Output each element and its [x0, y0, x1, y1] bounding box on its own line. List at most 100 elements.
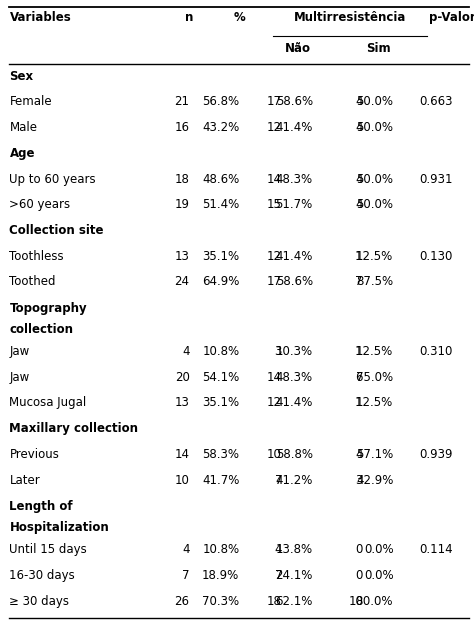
Text: 41.7%: 41.7%	[202, 474, 239, 487]
Text: Female: Female	[9, 95, 52, 108]
Text: 7: 7	[274, 474, 282, 487]
Text: Up to 60 years: Up to 60 years	[9, 173, 96, 186]
Text: Topography: Topography	[9, 302, 87, 315]
Text: 48.3%: 48.3%	[276, 371, 313, 384]
Text: 4: 4	[274, 543, 282, 556]
Text: Collection site: Collection site	[9, 224, 104, 237]
Text: 21: 21	[174, 95, 190, 108]
Text: 58.8%: 58.8%	[276, 448, 313, 461]
Text: 57.1%: 57.1%	[356, 448, 393, 461]
Text: 10.8%: 10.8%	[202, 543, 239, 556]
Text: 58.6%: 58.6%	[276, 95, 313, 108]
Text: Until 15 days: Until 15 days	[9, 543, 87, 556]
Text: 48.6%: 48.6%	[202, 173, 239, 186]
Text: 0.114: 0.114	[419, 543, 453, 556]
Text: Multirresistência: Multirresistência	[293, 11, 406, 24]
Text: 87.5%: 87.5%	[356, 276, 393, 289]
Text: Não: Não	[284, 42, 310, 55]
Text: 1: 1	[355, 250, 363, 263]
Text: 35.1%: 35.1%	[202, 250, 239, 263]
Text: 18.9%: 18.9%	[202, 569, 239, 582]
Text: 7: 7	[355, 276, 363, 289]
Text: 70.3%: 70.3%	[202, 595, 239, 608]
Text: 13.8%: 13.8%	[276, 543, 313, 556]
Text: 50.0%: 50.0%	[356, 173, 393, 186]
Text: 4: 4	[182, 543, 190, 556]
Text: 100.0%: 100.0%	[349, 595, 393, 608]
Text: 16: 16	[174, 121, 190, 134]
Text: 16-30 days: 16-30 days	[9, 569, 75, 582]
Text: 10: 10	[267, 448, 282, 461]
Text: 50.0%: 50.0%	[356, 95, 393, 108]
Text: 1: 1	[355, 396, 363, 409]
Text: 54.1%: 54.1%	[202, 371, 239, 384]
Text: 17: 17	[267, 95, 282, 108]
Text: 18: 18	[267, 595, 282, 608]
Text: 10.3%: 10.3%	[276, 345, 313, 358]
Text: 64.9%: 64.9%	[202, 276, 239, 289]
Text: 41.4%: 41.4%	[275, 250, 313, 263]
Text: 12: 12	[267, 250, 282, 263]
Text: 4: 4	[355, 448, 363, 461]
Text: 4: 4	[355, 173, 363, 186]
Text: 13: 13	[175, 250, 190, 263]
Text: Sex: Sex	[9, 70, 34, 83]
Text: Maxillary collection: Maxillary collection	[9, 422, 138, 435]
Text: 7: 7	[182, 569, 190, 582]
Text: 6: 6	[355, 371, 363, 384]
Text: 12.5%: 12.5%	[356, 396, 393, 409]
Text: 4: 4	[355, 95, 363, 108]
Text: n: n	[185, 11, 194, 24]
Text: 0.663: 0.663	[419, 95, 453, 108]
Text: Later: Later	[9, 474, 40, 487]
Text: 10: 10	[175, 474, 190, 487]
Text: 0.0%: 0.0%	[364, 543, 393, 556]
Text: ≥ 30 days: ≥ 30 days	[9, 595, 70, 608]
Text: Length of: Length of	[9, 501, 73, 514]
Text: 26: 26	[174, 595, 190, 608]
Text: Variables: Variables	[9, 11, 71, 24]
Text: 15: 15	[267, 198, 282, 211]
Text: 17: 17	[267, 276, 282, 289]
Text: 50.0%: 50.0%	[356, 198, 393, 211]
Text: 1: 1	[355, 345, 363, 358]
Text: 0.939: 0.939	[419, 448, 453, 461]
Text: Age: Age	[9, 147, 35, 160]
Text: 12.5%: 12.5%	[356, 345, 393, 358]
Text: 58.3%: 58.3%	[202, 448, 239, 461]
Text: 75.0%: 75.0%	[356, 371, 393, 384]
Text: 8: 8	[355, 595, 363, 608]
Text: 4: 4	[182, 345, 190, 358]
Text: 7: 7	[274, 569, 282, 582]
Text: 0.0%: 0.0%	[364, 569, 393, 582]
Text: 0.130: 0.130	[419, 250, 453, 263]
Text: 0: 0	[355, 543, 363, 556]
Text: 24: 24	[174, 276, 190, 289]
Text: 3: 3	[274, 345, 282, 358]
Text: Toothless: Toothless	[9, 250, 64, 263]
Text: >60 years: >60 years	[9, 198, 71, 211]
Text: 14: 14	[267, 371, 282, 384]
Text: 41.4%: 41.4%	[275, 396, 313, 409]
Text: 19: 19	[174, 198, 190, 211]
Text: 18: 18	[175, 173, 190, 186]
Text: 58.6%: 58.6%	[276, 276, 313, 289]
Text: 12.5%: 12.5%	[356, 250, 393, 263]
Text: 43.2%: 43.2%	[202, 121, 239, 134]
Text: 12: 12	[267, 121, 282, 134]
Text: 24.1%: 24.1%	[275, 569, 313, 582]
Text: 13: 13	[175, 396, 190, 409]
Text: Toothed: Toothed	[9, 276, 56, 289]
Text: Jaw: Jaw	[9, 371, 30, 384]
Text: Male: Male	[9, 121, 37, 134]
Text: Previous: Previous	[9, 448, 59, 461]
Text: Jaw: Jaw	[9, 345, 30, 358]
Text: 20: 20	[175, 371, 190, 384]
Text: collection: collection	[9, 323, 73, 336]
Text: 41.2%: 41.2%	[275, 474, 313, 487]
Text: Hospitalization: Hospitalization	[9, 521, 109, 534]
Text: 56.8%: 56.8%	[202, 95, 239, 108]
Text: 14: 14	[267, 173, 282, 186]
Text: 3: 3	[355, 474, 363, 487]
Text: 4: 4	[355, 198, 363, 211]
